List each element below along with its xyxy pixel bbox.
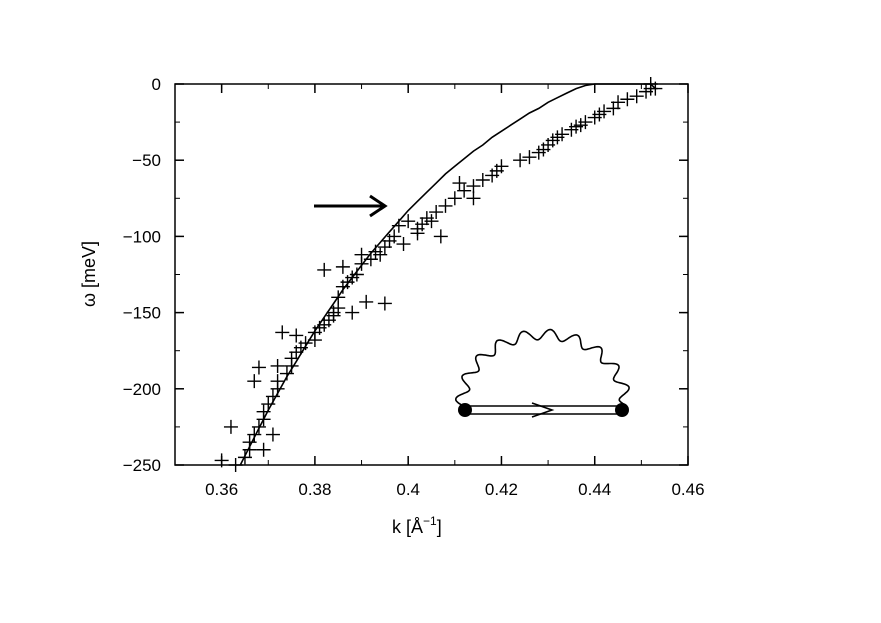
- data-point: [279, 366, 294, 381]
- data-point: [433, 229, 448, 244]
- y-tick-label: −200: [123, 380, 161, 399]
- data-point: [485, 168, 500, 183]
- arrow-annotation: [314, 194, 388, 218]
- propagator-arrow: [531, 402, 555, 418]
- data-point: [531, 145, 546, 160]
- data-point: [251, 360, 266, 375]
- x-axis-title-main: k [Å: [392, 517, 423, 537]
- data-point: [214, 453, 229, 468]
- y-axis-ticks: 0 −50 −100 −150 −200 −250: [123, 75, 688, 475]
- data-point: [237, 450, 252, 465]
- data-point: [466, 191, 481, 206]
- data-point: [550, 130, 565, 145]
- x-tick-label: 0.42: [485, 480, 518, 499]
- data-point: [513, 153, 528, 168]
- data-point: [251, 419, 266, 434]
- data-point: [391, 218, 406, 233]
- vertex-left: [458, 403, 472, 417]
- x-tick-label: 0.44: [578, 480, 611, 499]
- x-axis-ticks: 0.36 0.38 0.4 0.42 0.44 0.46: [174, 84, 705, 499]
- data-point: [228, 458, 243, 472]
- data-point: [606, 101, 621, 116]
- data-point: [377, 296, 392, 311]
- svg-text:k [Å−1]: k [Å−1]: [392, 514, 442, 537]
- data-point: [284, 358, 299, 373]
- data-point: [247, 427, 262, 442]
- data-point: [307, 333, 322, 348]
- data-point: [522, 150, 537, 165]
- data-point: [639, 84, 654, 99]
- y-tick-label: −100: [123, 227, 161, 246]
- data-point: [438, 198, 453, 213]
- data-point: [265, 389, 280, 404]
- data-point: [410, 226, 425, 241]
- data-points-layer: [214, 77, 663, 472]
- fit-curve: [239, 83, 656, 466]
- data-point: [466, 179, 481, 194]
- data-point: [457, 183, 472, 198]
- data-point: [564, 122, 579, 137]
- data-point: [270, 381, 285, 396]
- x-tick-label: 0.4: [396, 480, 420, 499]
- x-axis-title-superscript: −1: [423, 514, 437, 528]
- data-point: [275, 325, 290, 340]
- y-tick-label: 0: [152, 75, 161, 94]
- data-point: [359, 294, 374, 309]
- data-point: [592, 107, 607, 122]
- data-point: [247, 374, 262, 389]
- data-point: [401, 214, 416, 229]
- data-point: [363, 252, 378, 267]
- data-point: [447, 191, 462, 206]
- fit-curve-layer: [239, 83, 656, 466]
- plot-frame: [174, 83, 689, 466]
- data-point: [429, 205, 444, 220]
- x-axis-title: k [Å−1]: [392, 514, 442, 537]
- y-tick-label: −150: [123, 304, 161, 323]
- data-point: [377, 240, 392, 255]
- data-point: [396, 237, 411, 252]
- data-point: [223, 419, 238, 434]
- data-point: [317, 262, 332, 277]
- data-point: [270, 358, 285, 373]
- x-tick-label: 0.38: [298, 480, 331, 499]
- y-tick-label: −250: [123, 456, 161, 475]
- data-point: [326, 308, 341, 323]
- y-axis-title: ω [meV]: [79, 241, 99, 307]
- x-tick-label: 0.46: [671, 480, 704, 499]
- data-point: [620, 92, 635, 107]
- data-point: [648, 81, 663, 96]
- data-point: [335, 259, 350, 274]
- data-point: [335, 279, 350, 294]
- data-point: [256, 442, 271, 457]
- vertex-right: [615, 403, 629, 417]
- data-point: [475, 173, 490, 188]
- data-point: [354, 247, 369, 262]
- feynman-diagram-inset: [454, 328, 630, 418]
- data-point: [289, 328, 304, 343]
- data-point: [261, 397, 276, 412]
- y-tick-label: −50: [132, 151, 161, 170]
- x-tick-label: 0.36: [205, 480, 238, 499]
- photon-wavy-line: [454, 328, 630, 406]
- data-point: [452, 176, 467, 191]
- data-point: [345, 305, 360, 320]
- data-point: [242, 442, 257, 457]
- data-point: [629, 89, 644, 104]
- x-axis-title-close: ]: [437, 517, 442, 537]
- data-point: [573, 118, 588, 133]
- data-point: [265, 427, 280, 442]
- data-point: [373, 247, 388, 262]
- data-point: [256, 412, 271, 427]
